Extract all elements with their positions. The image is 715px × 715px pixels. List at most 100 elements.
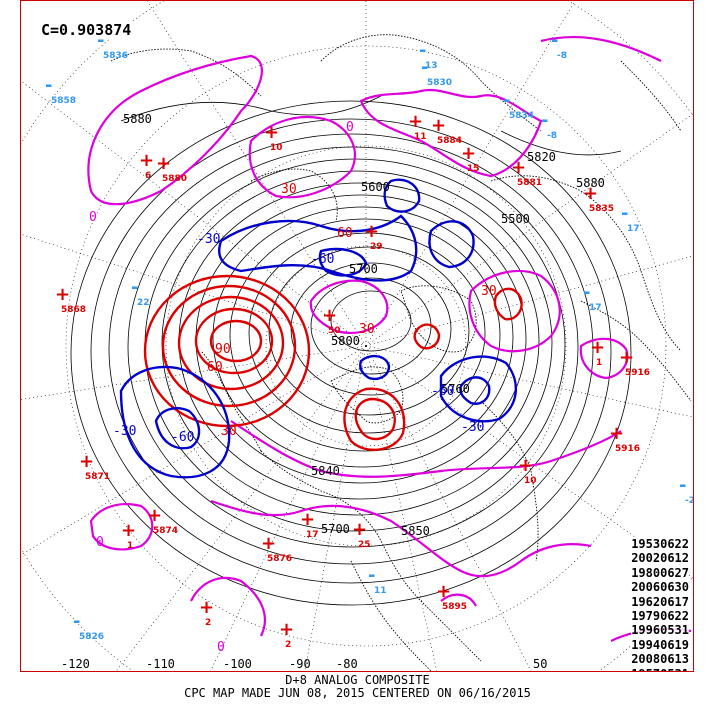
height-label: 5850 — [401, 524, 430, 538]
height-label: 5800 — [331, 334, 360, 348]
positive-station-symbol: + — [461, 143, 476, 164]
negative-station-symbol: - — [421, 57, 428, 78]
negative-station-value: 5836 — [103, 51, 128, 61]
height-label: 5700 — [349, 262, 378, 276]
negative-station: --8 — [541, 110, 557, 141]
anomaly-label: -60 — [171, 430, 194, 445]
positive-station-value: 5916 — [615, 444, 640, 454]
positive-station: +5876 — [261, 533, 292, 564]
positive-station: +5916 — [609, 423, 640, 454]
positive-station-value: 5835 — [589, 204, 614, 214]
lon-label: 50 — [533, 657, 548, 671]
positive-station-symbol: + — [79, 451, 94, 472]
positive-station-value: 10 — [270, 143, 283, 153]
height-contour-labels: 5880 5880 5850 5840 5820 5800 5760 5700 … — [123, 112, 605, 538]
positive-station-symbol: + — [431, 115, 446, 136]
negative-station-symbol: - — [368, 565, 375, 586]
analog-date: 20060630 — [631, 580, 689, 595]
negative-station-symbol: - — [541, 110, 548, 131]
analog-date: 19790622 — [631, 609, 689, 624]
positive-station-symbol: + — [518, 455, 533, 476]
positive-station: +10 — [518, 455, 537, 486]
negative-station: -5834 — [503, 90, 534, 121]
negative-station-value: -2 — [685, 496, 694, 506]
positive-station: +5880 — [156, 153, 187, 184]
positive-anomaly-contours — [143, 274, 523, 451]
negative-station-value: -8 — [547, 131, 557, 141]
positive-station: +15 — [461, 143, 480, 174]
negative-station-value: 13 — [425, 61, 438, 71]
positive-station: +5871 — [79, 451, 110, 482]
negative-station: -5858 — [45, 75, 76, 106]
anomaly-label: -60 — [311, 252, 334, 267]
analog-date: 19960531 — [631, 623, 689, 638]
footer-subtitle: CPC MAP MADE JUN 08, 2015 CENTERED ON 06… — [184, 686, 531, 700]
positive-station-symbol: + — [436, 581, 451, 602]
negative-station-symbol: - — [419, 40, 426, 61]
positive-station-symbol: + — [511, 157, 526, 178]
lon-label: -100 — [223, 657, 252, 671]
height-label: 5760 — [441, 382, 470, 396]
anomaly-label: 60 — [337, 226, 353, 241]
anomaly-label: 0 — [217, 640, 225, 655]
map-frame: 5880 5880 5850 5840 5820 5800 5760 5700 … — [20, 0, 694, 672]
positive-station: +29 — [364, 221, 383, 252]
positive-station-value: 5876 — [267, 554, 292, 564]
positive-station: +5884 — [431, 115, 462, 146]
positive-station-value: 25 — [358, 540, 371, 550]
correlation-label: C=0.903874 — [39, 21, 134, 39]
positive-station-value: 5895 — [442, 602, 467, 612]
positive-station-symbol: + — [55, 284, 70, 305]
lon-label: -120 — [61, 657, 90, 671]
negative-station: -5830 — [421, 57, 452, 88]
analog-date: 20080613 — [631, 652, 689, 667]
anomaly-label: -60 — [431, 384, 454, 399]
positive-station: +17 — [300, 509, 319, 540]
positive-station-value: 5916 — [625, 368, 650, 378]
positive-station: +2 — [199, 597, 214, 628]
negative-stations: -5836-5858-13-5830--8-5834 --8-22 -17-17--… — [45, 30, 694, 642]
map-canvas: 5880 5880 5850 5840 5820 5800 5760 5700 … — [21, 1, 694, 671]
height-label: 5820 — [527, 150, 556, 164]
positive-station-value: 50 — [328, 326, 341, 336]
negative-anomaly-contours — [119, 178, 518, 479]
anomaly-label: 90 — [215, 342, 231, 357]
positive-station-symbol: + — [261, 533, 276, 554]
positive-station: +2 — [279, 619, 294, 650]
positive-station: +50 — [322, 305, 341, 336]
map-footer: D+8 ANALOG COMPOSITE CPC MAP MADE JUN 08… — [0, 674, 715, 700]
positive-station-value: 29 — [370, 242, 383, 252]
zero-anomaly-contours — [87, 35, 692, 642]
lon-label: -90 — [289, 657, 311, 671]
negative-station-value: 22 — [137, 298, 150, 308]
positive-stations: +6+5880+10+11+5884+15 +5881 +5835+29+5868 +… — [55, 111, 650, 650]
lon-label: -110 — [146, 657, 175, 671]
negative-station-symbol: - — [679, 475, 686, 496]
negative-station-symbol: - — [503, 90, 510, 111]
positive-station-value: 6 — [145, 171, 151, 181]
height-label: 5880 — [576, 176, 605, 190]
anomaly-label: 30 — [359, 322, 375, 337]
negative-station-symbol: - — [551, 30, 558, 51]
positive-station-symbol: + — [590, 337, 605, 358]
negative-station-value: 11 — [374, 586, 387, 596]
negative-station-value: 5830 — [427, 78, 452, 88]
negative-station: -17 — [621, 203, 640, 234]
height-label: 5840 — [311, 464, 340, 478]
anomaly-label: 0 — [346, 120, 354, 135]
analog-date: 19530622 — [631, 537, 689, 551]
positive-station: +10 — [264, 122, 283, 153]
positive-station-symbol: + — [264, 122, 279, 143]
positive-station-value: 5868 — [61, 305, 86, 315]
positive-station-value: 10 — [524, 476, 537, 486]
negative-station: -5836 — [97, 30, 128, 61]
positive-station: +5881 — [511, 157, 542, 188]
positive-station-value: 5881 — [517, 178, 542, 188]
anomaly-label: 0 — [89, 210, 97, 225]
negative-station-value: 5834 — [509, 111, 534, 121]
negative-station-value: 17 — [589, 303, 602, 313]
anomaly-label: 0 — [96, 535, 104, 550]
positive-station-symbol: + — [139, 150, 154, 171]
analog-dates-list: 19530622 20020612 19800627 20060630 1962… — [631, 537, 689, 671]
analog-date: 20020612 — [631, 551, 689, 566]
